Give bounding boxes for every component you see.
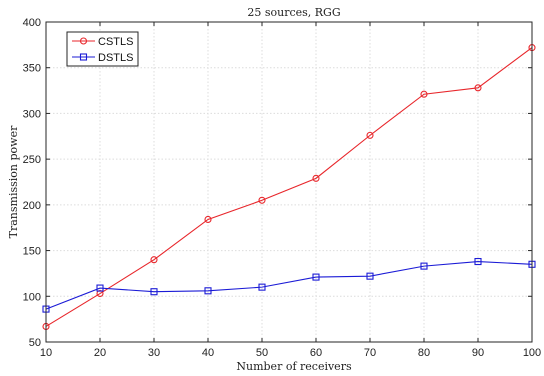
y-tick-labels: 50 100 150 200 250 300 350 400: [23, 17, 41, 349]
cstls-point: [474, 84, 482, 92]
y-axis-label: Transmission power: [7, 125, 20, 238]
x-tick-label: 90: [472, 347, 484, 359]
dstls-point: [312, 273, 320, 281]
legend-label-cstls: CSTLS: [98, 36, 133, 48]
dstls-point: [150, 288, 158, 296]
x-tick-label: 50: [256, 347, 268, 359]
y-tick-label: 400: [23, 17, 41, 29]
dstls-series: [42, 257, 536, 313]
dstls-point: [204, 287, 212, 295]
y-tick-label: 150: [23, 246, 41, 258]
legend-item-cstls: CSTLS: [72, 36, 133, 48]
y-tick-label: 300: [23, 108, 41, 120]
y-tick-label: 350: [23, 63, 41, 75]
plot-frame: [45, 21, 533, 343]
grid-lines: [45, 21, 533, 343]
dstls-point: [474, 257, 482, 266]
cstls-series: [42, 44, 536, 331]
y-tick-label: 100: [23, 291, 41, 303]
dstls-point: [420, 262, 428, 270]
x-tick-label: 80: [418, 347, 430, 359]
cstls-point: [204, 215, 212, 224]
cstls-line: [45, 47, 533, 327]
legend-marker-dstls: [79, 53, 88, 61]
x-tick-label: 60: [310, 347, 322, 359]
cstls-point: [312, 174, 320, 182]
legend-label-dstls: DSTLS: [98, 52, 133, 64]
dstls-point: [366, 272, 374, 280]
series-layer: [42, 44, 536, 331]
chart-title: 25 sources, RGG: [247, 6, 340, 19]
legend-marker-cstls: [79, 37, 88, 45]
dstls-line: [45, 260, 533, 310]
dstls-point: [258, 283, 266, 291]
legend: CSTLS DSTLS: [66, 31, 139, 67]
cstls-point: [258, 196, 266, 204]
x-tick-label: 100: [523, 347, 541, 359]
y-tick-label: 50: [29, 337, 41, 349]
dstls-point: [96, 284, 104, 292]
cstls-point: [366, 131, 374, 139]
legend-box: [66, 31, 139, 67]
axis-ticks: [45, 21, 533, 343]
x-tick-labels: 10 20 30 40 50 60 70 80 90 100: [40, 347, 541, 359]
legend-item-dstls: DSTLS: [72, 52, 133, 64]
x-tick-label: 20: [94, 347, 106, 359]
cstls-point: [420, 90, 428, 98]
x-axis-label: Number of receivers: [236, 360, 352, 373]
y-tick-label: 250: [23, 154, 41, 166]
x-tick-label: 10: [40, 347, 52, 359]
x-tick-label: 40: [202, 347, 214, 359]
y-tick-label: 200: [23, 200, 41, 212]
x-tick-label: 70: [364, 347, 376, 359]
cstls-point: [150, 256, 158, 264]
x-tick-label: 30: [148, 347, 160, 359]
